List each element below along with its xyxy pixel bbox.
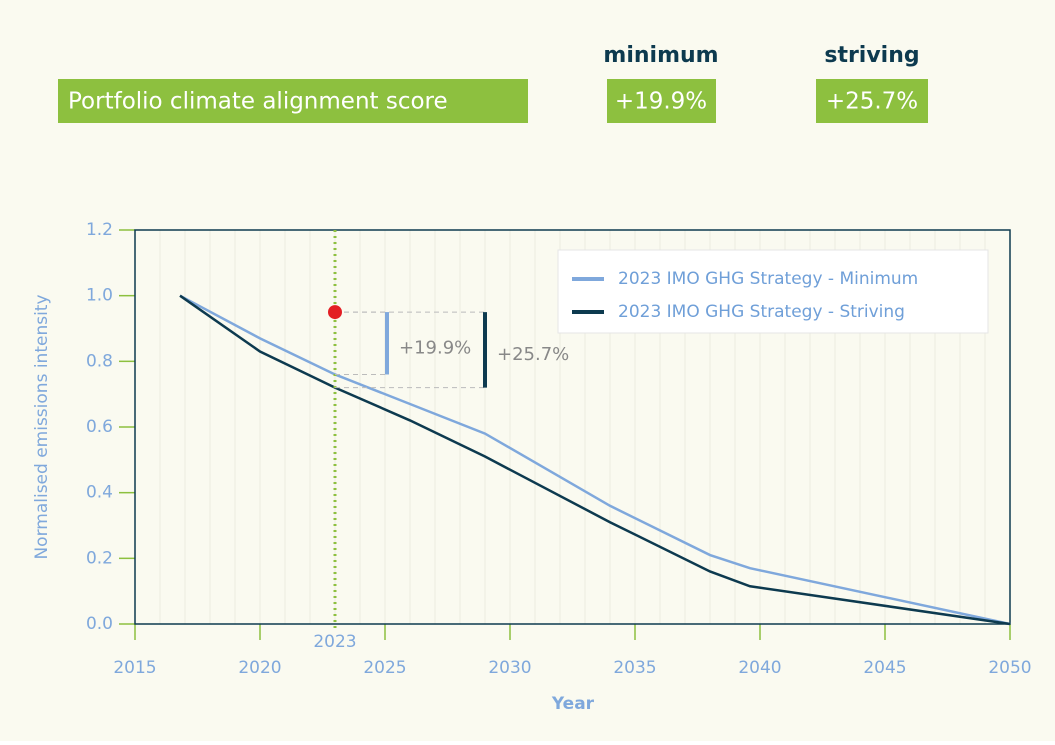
series-line [179, 294, 1011, 626]
x-tick-label: 2030 [488, 658, 531, 678]
x-tick-label: 2040 [738, 658, 781, 678]
y-tick-label: 0.8 [86, 351, 113, 371]
y-axis-label: Normalised emissions intensity [32, 294, 52, 559]
legend-label: 2023 IMO GHG Strategy - Striving [618, 302, 905, 322]
x-tick-label: 2050 [988, 658, 1031, 678]
legend-box [557, 249, 989, 334]
series-line [179, 294, 1011, 626]
y-tick-label: 0.6 [86, 417, 113, 437]
minimum-value: +19.9% [615, 89, 707, 115]
y-tick-label: 0.2 [86, 548, 113, 568]
x-tick-label: 2020 [238, 658, 281, 678]
striving-label: striving [824, 43, 919, 68]
y-tick-label: 0.4 [86, 483, 113, 503]
x-axis-label: Year [551, 694, 595, 714]
plot: 2015 2020 2025 2030 2035 2040 2045 2050 0.0 0.2 0.… [86, 220, 1032, 678]
y-tick-label: 1.0 [86, 286, 113, 306]
marker [328, 305, 342, 320]
minimum-label: minimum [603, 43, 718, 68]
annotation-label: +25.7% [497, 344, 569, 365]
reference-label: 2023 [313, 632, 356, 652]
striving-box [816, 79, 928, 123]
y-tick-label: 1.2 [86, 220, 113, 240]
striving-value: +25.7% [826, 89, 918, 115]
annotation-label: +19.9% [399, 337, 471, 358]
minimum-box [607, 79, 716, 123]
plot-border [134, 229, 1011, 625]
x-tick-label: 2045 [863, 658, 906, 678]
y-tick-label: 0.0 [86, 614, 113, 634]
x-tick-label: 2025 [363, 658, 406, 678]
title: Portfolio climate alignment score [68, 89, 448, 115]
title-box [58, 79, 528, 123]
x-tick-label: 2035 [613, 658, 656, 678]
legend-label: 2023 IMO GHG Strategy - Minimum [618, 269, 918, 289]
x-tick-label: 2015 [113, 658, 156, 678]
